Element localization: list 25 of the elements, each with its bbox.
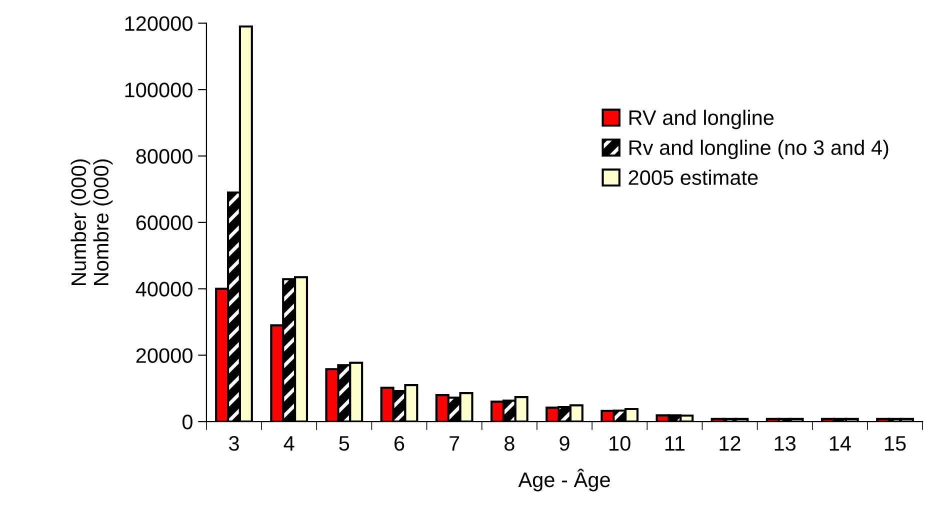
- x-tick-label: 8: [504, 436, 514, 451]
- x-tick-label: 10: [610, 436, 630, 451]
- legend-label: Rv and longline (no 3 and 4): [629, 140, 888, 160]
- y-tick-label: 40000: [136, 282, 192, 297]
- y-tick-label: 100000: [125, 82, 192, 98]
- x-tick-label: 13: [774, 436, 796, 451]
- y-axis-title: Number (000) Nombre (000): [70, 159, 113, 285]
- y-tick-label: 20000: [136, 348, 192, 363]
- y-tick-label: 120000: [125, 16, 192, 31]
- x-tick-label: 5: [339, 436, 350, 451]
- x-tick-label: 7: [450, 436, 460, 451]
- x-tick-label: 4: [284, 436, 294, 451]
- y-tick-label: 60000: [136, 215, 192, 230]
- legend-label: 2005 estimate: [628, 170, 758, 185]
- x-tick-label: 12: [720, 436, 740, 451]
- legend-label: RV and longline: [629, 110, 774, 130]
- x-tick-label: 9: [560, 436, 570, 451]
- y-tick-label: 0: [182, 414, 192, 430]
- x-tick-label: 3: [229, 436, 239, 451]
- y-tick-label: 80000: [136, 148, 192, 164]
- x-tick-label: 14: [830, 436, 851, 451]
- x-tick-label: 6: [394, 436, 404, 451]
- x-tick-label: 11: [665, 436, 684, 451]
- x-axis-title: Age - Âge: [518, 468, 610, 492]
- x-tick-label: 15: [885, 436, 906, 451]
